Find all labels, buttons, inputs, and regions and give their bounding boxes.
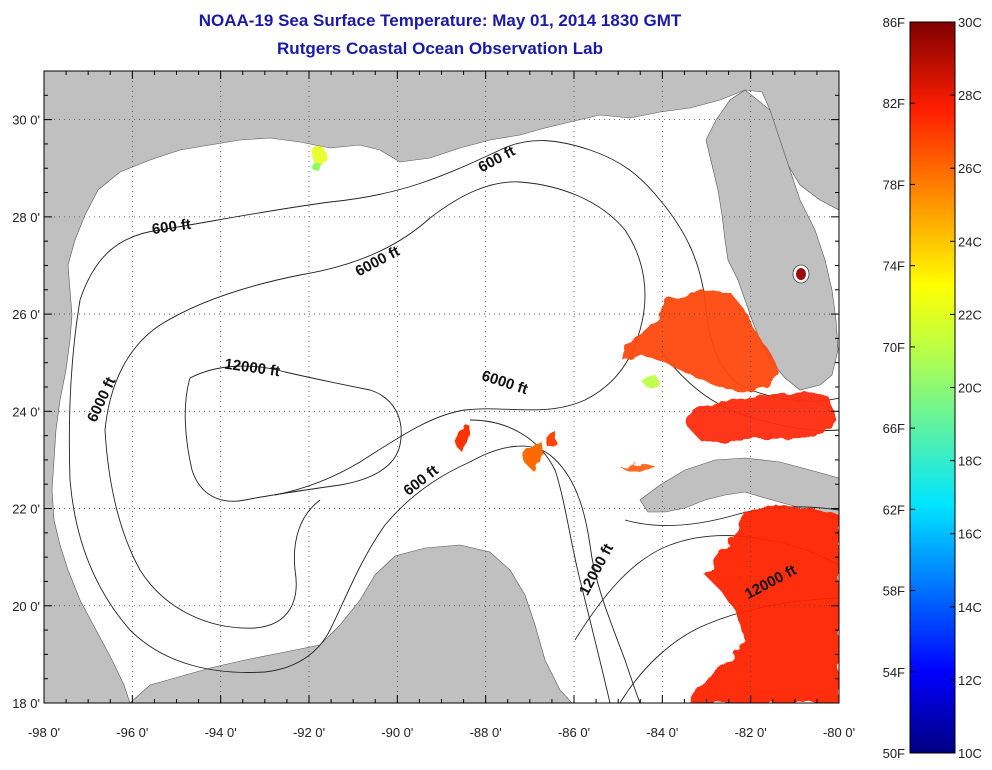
sst-small-patch-3 [545,432,558,446]
colorbar-f-label: 66F [883,421,905,436]
longitude-label: -88 0' [470,725,502,740]
longitude-label: -96 0' [116,725,148,740]
colorbar-celsius-labels: 30C 28C 26C 24C 22C 20C 18C 16C 14C 12C 10C [958,15,982,761]
colorbar-f-label: 58F [883,584,905,599]
contour-6000ft-south [104,429,321,629]
latitude-labels: 18 0' 20 0' 22 0' 24 0' 26 0' 28 0' 30 0' [12,113,40,711]
latitude-label: 24 0' [12,404,40,419]
colorbar-f-label: 70F [883,340,905,355]
colorbar-c-label: 12C [958,673,982,688]
colorbar-f-label: 50F [883,746,905,761]
contour-6000ft [104,181,646,496]
longitude-label: -98 0' [28,725,60,740]
longitude-label: -90 0' [381,725,413,740]
colorbar-c-label: 18C [958,454,982,469]
colorbar-c-label: 20C [958,381,982,396]
longitude-labels: -98 0' -96 0' -94 0' -92 0' -90 0' -88 0' -86 … [28,725,855,740]
colorbar-f-label: 54F [883,665,905,680]
sst-west-florida-shelf [622,290,780,392]
longitude-label: -84 0' [646,725,678,740]
longitude-label: -80 0' [823,725,855,740]
colorbar-c-label: 26C [958,161,982,176]
colorbar-f-label: 86F [883,15,905,30]
latitude-label: 22 0' [12,502,40,517]
bathymetry-contours [68,140,839,703]
colorbar-c-label: 22C [958,307,982,322]
colorbar-fahrenheit-labels: 86F 82F 78F 74F 70F 66F 62F 58F 54F 50F [883,15,905,761]
map-subtitle: Rutgers Coastal Ocean Observation Lab [277,39,603,58]
graticule [44,71,839,703]
map-title: NOAA-19 Sea Surface Temperature: May 01,… [198,11,682,30]
colorbar-c-label: 16C [958,527,982,542]
sst-small-patch-4 [620,462,655,472]
longitude-label: -82 0' [735,725,767,740]
latitude-label: 18 0' [12,696,40,711]
sst-mississippi-delta-green [313,162,322,172]
contour-cuba-shelf [624,506,839,526]
colorbar-f-label: 74F [883,259,905,274]
colorbar-gradient [909,21,956,754]
latitude-label: 20 0' [12,599,40,614]
contour-6000ft-yucatan [469,419,611,703]
latitude-label: 30 0' [12,113,40,128]
sst-west-florida-green [640,374,660,388]
colorbar: 86F 82F 78F 74F 70F 66F 62F 58F 54F 50F 30C 28C 26C… [883,15,982,761]
longitude-label: -86 0' [558,725,590,740]
sst-caribbean [690,505,839,703]
latitude-label: 26 0' [12,307,40,322]
sst-patches [310,146,839,703]
axis-ticks [43,70,840,704]
colorbar-c-label: 10C [958,746,982,761]
colorbar-c-label: 28C [958,88,982,103]
colorbar-c-label: 14C [958,600,982,615]
land-yucatan [129,544,573,703]
sst-small-patch-1 [454,424,470,452]
sst-small-patch-2 [524,440,545,470]
colorbar-f-label: 62F [883,502,905,517]
contour-12000ft [184,365,402,502]
contour-600ft-west [68,299,471,673]
contour-label: 600 ft [151,216,192,238]
longitude-label: -92 0' [293,725,325,740]
colorbar-c-label: 24C [958,234,982,249]
lake-okeechobee-sst [796,268,806,280]
sst-mississippi-delta [310,146,328,166]
sst-florida-straits [686,392,835,445]
land-us-gulf-coast [44,71,839,703]
longitude-label: -94 0' [205,725,237,740]
colorbar-c-label: 30C [958,15,982,30]
colorbar-f-label: 82F [883,96,905,111]
colorbar-f-label: 78F [883,177,905,192]
latitude-label: 28 0' [12,210,40,225]
